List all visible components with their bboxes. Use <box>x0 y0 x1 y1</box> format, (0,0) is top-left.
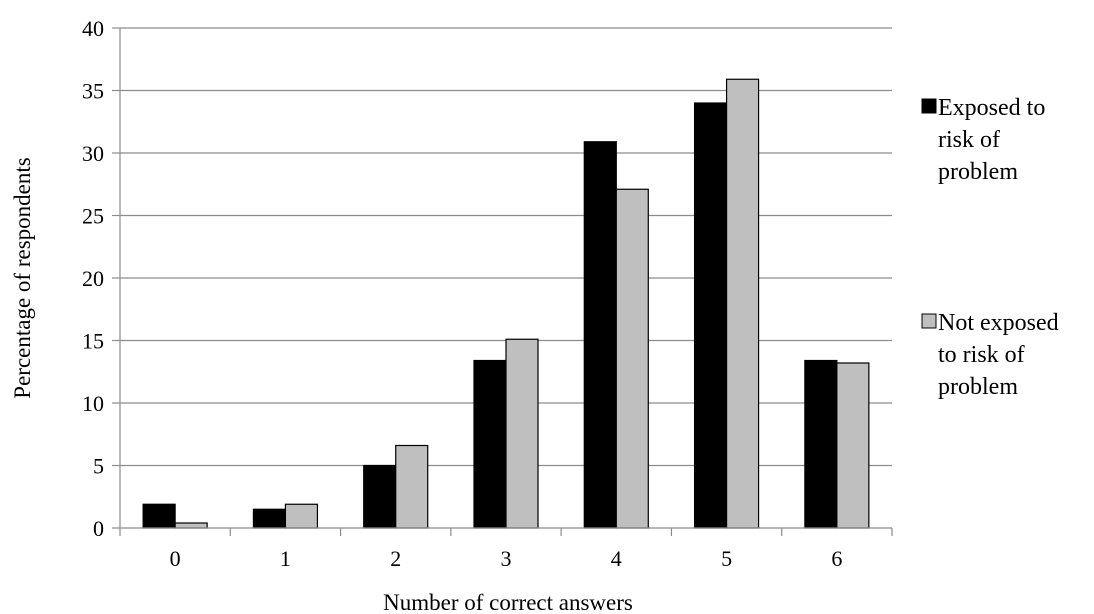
bar-series-0-cat-0 <box>142 503 176 529</box>
legend-label: Exposed to <box>938 95 1045 121</box>
x-tick-label: 2 <box>390 546 401 571</box>
y-tick-label: 0 <box>93 516 104 541</box>
bar-series-0-cat-6 <box>804 359 838 529</box>
bar-series-0-cat-4 <box>583 141 617 529</box>
y-tick-label: 5 <box>93 454 104 479</box>
legend-label: problem <box>938 159 1018 185</box>
y-tick-label: 20 <box>82 266 104 291</box>
x-axis-title: Number of correct answers <box>383 590 633 614</box>
y-tick-label: 40 <box>82 16 104 41</box>
axes <box>112 27 893 536</box>
bar-series-0-cat-1 <box>252 508 287 529</box>
y-axis-title: Percentage of respondents <box>10 157 35 398</box>
y-tick-label: 25 <box>82 204 104 229</box>
legend-label: Not exposed <box>938 310 1059 336</box>
bar-series-1-cat-6 <box>836 362 870 529</box>
legend-swatch <box>921 313 937 329</box>
x-tick-label: 1 <box>280 546 291 571</box>
y-tick-label: 35 <box>82 79 104 104</box>
y-tick-label: 10 <box>82 391 104 416</box>
legend-label: problem <box>938 374 1018 400</box>
y-tick-labels: 0 5 10 15 20 25 30 35 40 <box>82 16 104 541</box>
x-tick-label: 0 <box>170 546 181 571</box>
y-tick-label: 15 <box>82 329 104 354</box>
legend: Exposed to risk of problem Not exposed to ri… <box>921 95 1059 400</box>
y-tick-label: 30 <box>82 141 104 166</box>
bar-series-1-cat-0 <box>174 522 208 529</box>
legend-swatch <box>921 98 937 114</box>
bar-series-0-cat-2 <box>363 464 397 529</box>
x-tick-label: 3 <box>501 546 512 571</box>
x-tick-label: 4 <box>611 546 622 571</box>
bar-series-1-cat-2 <box>395 444 429 529</box>
legend-label: risk of <box>938 127 1000 153</box>
bar-series-1-cat-1 <box>284 503 319 529</box>
bar-series-1-cat-5 <box>725 78 760 529</box>
bar-series-1-cat-4 <box>615 188 649 529</box>
bars <box>142 78 870 529</box>
x-tick-labels: 0 1 2 3 4 5 6 <box>170 546 843 571</box>
x-tick-label: 6 <box>831 546 842 571</box>
bar-series-0-cat-5 <box>693 102 728 529</box>
legend-label: to risk of <box>938 342 1025 368</box>
x-tick-label: 5 <box>721 546 732 571</box>
bar-series-0-cat-3 <box>473 359 507 529</box>
bar-series-1-cat-3 <box>505 338 539 529</box>
